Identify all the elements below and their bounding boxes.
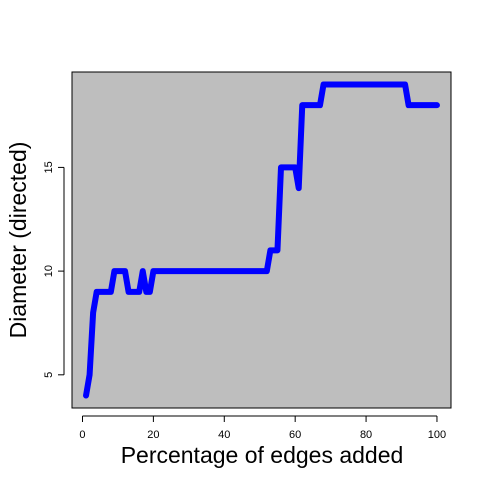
plot-background <box>71 71 452 409</box>
data-line <box>83 81 440 399</box>
x-tick-label: 40 <box>218 429 230 441</box>
y-axis-label: Diameter (directed) <box>5 142 31 339</box>
x-tick-label: 60 <box>289 429 301 441</box>
x-tick-label: 20 <box>147 429 159 441</box>
y-tick-label: 10 <box>43 265 55 277</box>
x-tick-label: 100 <box>428 429 446 441</box>
y-tick-label: 15 <box>43 161 55 173</box>
x-tick-label: 80 <box>360 429 372 441</box>
x-tick-label: 0 <box>79 429 85 441</box>
x-axis-label: Percentage of edges added <box>121 442 404 468</box>
y-tick-label: 5 <box>43 372 55 378</box>
